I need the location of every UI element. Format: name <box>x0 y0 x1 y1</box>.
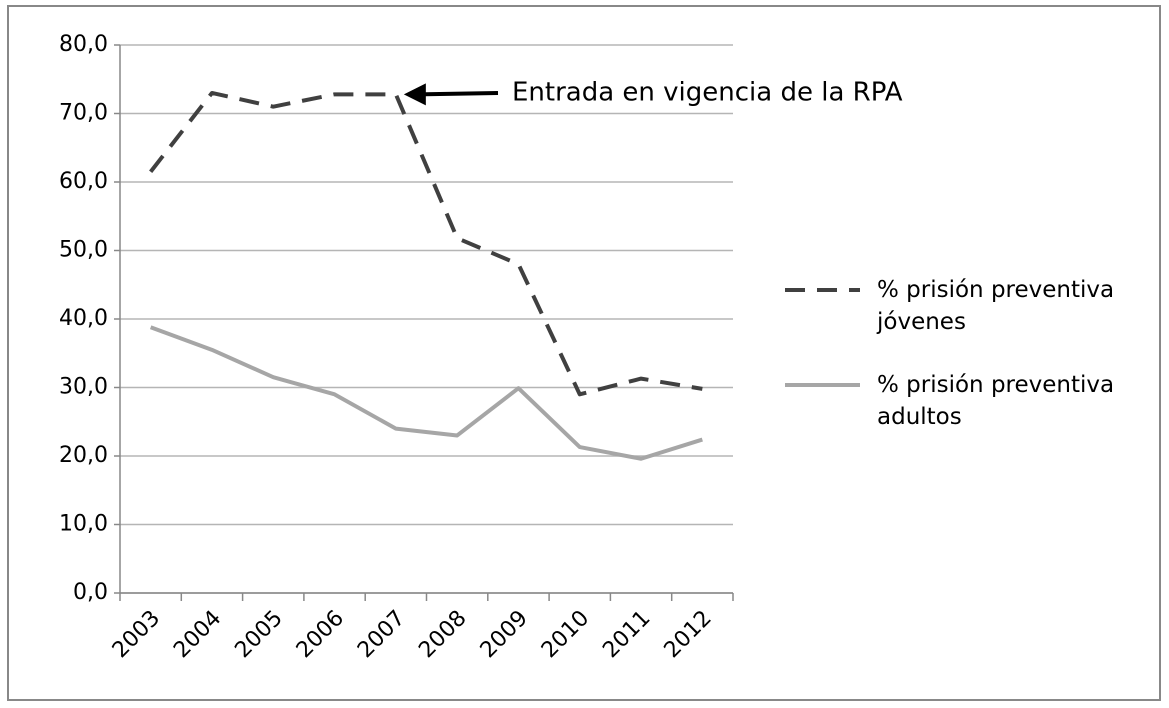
annotation: Entrada en vigencia de la RPA <box>512 78 903 108</box>
y-tick-label: 60,0 <box>59 169 108 194</box>
legend-label: % prisión preventiva adultos <box>877 372 1115 430</box>
y-tick-label: 70,0 <box>59 101 108 126</box>
y-tick-label: 20,0 <box>59 443 108 468</box>
y-tick-label: 50,0 <box>59 238 108 263</box>
y-tick-label: 40,0 <box>59 306 108 331</box>
series-line <box>149 325 703 461</box>
series-line <box>149 90 703 397</box>
annotation-arrowhead <box>403 83 426 106</box>
annotation-arrow <box>417 91 499 97</box>
legend-label: % prisión preventiva jóvenes <box>877 277 1115 335</box>
y-tick-label: 0,0 <box>73 580 108 605</box>
y-tick-label: 30,0 <box>59 375 108 400</box>
y-tick-label: 10,0 <box>59 512 108 537</box>
y-tick-label: 80,0 <box>59 32 108 57</box>
frame <box>7 5 1161 701</box>
